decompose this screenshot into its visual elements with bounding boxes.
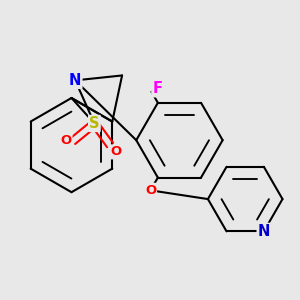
Text: S: S [89, 116, 100, 131]
Text: F: F [152, 81, 162, 96]
Text: N: N [69, 73, 81, 88]
Text: O: O [60, 134, 71, 147]
Text: O: O [110, 146, 122, 158]
Text: O: O [145, 184, 156, 197]
Text: N: N [258, 224, 270, 239]
